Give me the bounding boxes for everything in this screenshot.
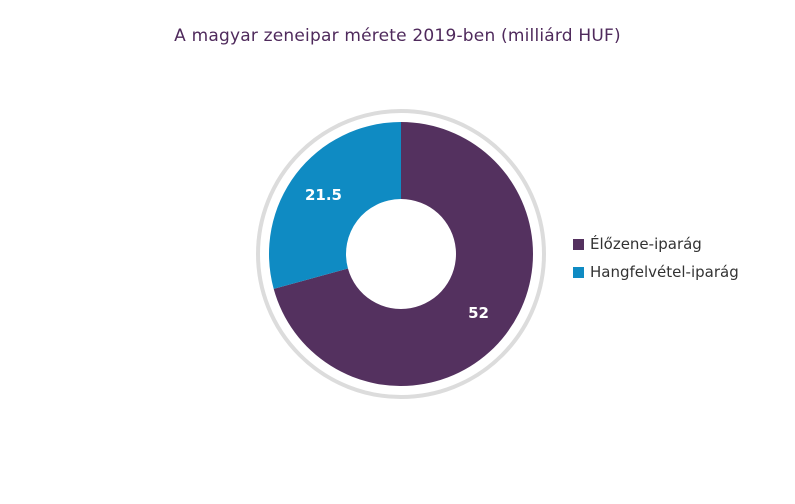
legend-label-live: Élőzene-iparág (590, 235, 702, 253)
slice-label-live: 52 (468, 304, 489, 322)
legend-swatch-recording (573, 266, 584, 278)
legend: Élőzene-iparág Hangfelvétel-iparág (573, 230, 739, 286)
legend-swatch-live (573, 238, 584, 250)
chart-title: A magyar zeneipar mérete 2019-ben (milli… (174, 26, 621, 46)
slice-recording[interactable] (269, 122, 401, 289)
slice-label-recording: 21.5 (305, 186, 342, 204)
legend-label-recording: Hangfelvétel-iparág (590, 263, 739, 281)
slice-live[interactable] (273, 122, 533, 387)
legend-item-recording[interactable]: Hangfelvétel-iparág (573, 258, 739, 286)
legend-item-live[interactable]: Élőzene-iparág (573, 230, 739, 258)
outer-ring (256, 109, 546, 399)
